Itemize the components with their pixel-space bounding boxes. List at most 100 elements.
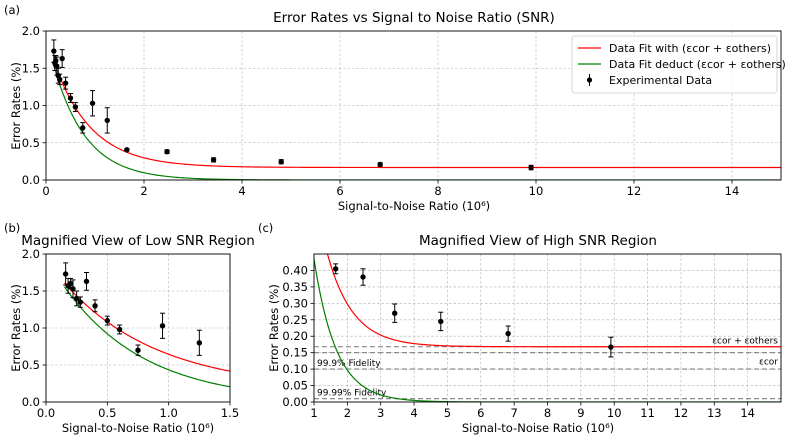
panel-c-xtick-label: 12 [674, 406, 689, 420]
panel-c-xtick-label: 5 [444, 406, 451, 420]
panel-a-ytick-label: 2.0 [22, 24, 40, 38]
panel-b-grid [45, 253, 231, 403]
panel-a-xlabel: Signal-to-Noise Ratio (10⁶) [338, 199, 490, 213]
panel-c-curves [314, 254, 781, 402]
data-point-marker [57, 76, 63, 83]
panel-a-ytick-label: 0.0 [22, 173, 40, 187]
panel-c-letter: (c) [258, 221, 273, 235]
data-point-marker [53, 58, 59, 64]
legend-label-fit-deduct: Data Fit deduct (εcor + εothers) [609, 58, 786, 71]
data-point-marker [104, 317, 111, 324]
panel-c-ytick-label: 0.10 [282, 362, 308, 376]
panel-c-ytick-label: 0.15 [282, 346, 308, 360]
panel-c-reference-label: 99.99% Fidelity [317, 389, 387, 399]
data-point-marker [67, 95, 74, 101]
panel-a-ylabel: Error Rates (%) [9, 62, 23, 150]
data-point-marker [196, 340, 203, 346]
panel-c-reference-label: 99.9% Fidelity [317, 359, 381, 369]
panel-c-title: Magnified View of High SNR Region [419, 233, 657, 249]
data-point [104, 107, 110, 134]
panel-c-ytick-label: 0.05 [282, 379, 308, 393]
panel-a-xtick-label: 6 [336, 184, 343, 198]
panel-b-curves [63, 282, 230, 388]
data-point [505, 325, 511, 342]
panel-a-xtick-label: 2 [140, 184, 147, 198]
data-point [159, 312, 166, 339]
data-point [164, 148, 170, 155]
panel-c-xtick-label: 8 [544, 406, 551, 420]
panel-b-xtick-label: 0.0 [37, 406, 55, 420]
data-point-marker [62, 80, 69, 86]
panel-b-xtick-label: 1.0 [160, 406, 178, 420]
data-point-marker [83, 278, 90, 285]
panel-b-xlabel: Signal-to-Noise Ratio (10⁶) [62, 421, 214, 435]
data-point [70, 279, 76, 299]
data-point [135, 344, 141, 356]
data-point [92, 299, 98, 313]
data-point-marker [77, 299, 84, 305]
data-point-marker [62, 271, 69, 277]
panel-c: (c) Magnified View of High SNR Region εc… [258, 221, 782, 435]
panel-c-grid [313, 254, 781, 403]
panel-b-ylabel: Error Rates (%) [9, 284, 23, 372]
data-point [438, 311, 444, 332]
panel-a-letter: (a) [4, 3, 20, 17]
panel-c-points [332, 263, 614, 358]
legend-box [571, 35, 778, 94]
panel-b-points [62, 262, 203, 356]
legend-label-fit-with: Data Fit with (εcor + εothers) [609, 42, 771, 55]
data-point [278, 159, 284, 165]
panel-c-ytick-label: 0.00 [282, 395, 308, 409]
panel-c-xtick-label: 13 [707, 406, 722, 420]
panel-c-ylabel: Error Rates (%) [267, 284, 281, 372]
data-point [210, 157, 217, 163]
panel-a-ytick-label: 1.0 [22, 99, 40, 113]
data-point-marker [54, 63, 60, 69]
data-point-marker [332, 266, 339, 272]
panel-a-points [51, 39, 534, 171]
data-point [57, 73, 63, 86]
data-point-marker [392, 310, 398, 316]
panel-b: (b) Magnified View of Low SNR Region 0.0… [4, 221, 255, 435]
panel-c-xtick-label: 2 [344, 406, 351, 420]
panel-c-yticks: 0.00 0.05 0.10 0.15 0.20 0.25 0.30 0.35 0.40 [282, 263, 314, 409]
data-point [67, 93, 74, 104]
data-point-marker [438, 318, 444, 325]
data-point [72, 102, 79, 112]
panel-a-xtick-label: 4 [238, 184, 245, 198]
panel-a-title: Error Rates vs Signal to Noise Ratio (SN… [273, 10, 555, 26]
panel-c-ytick-label: 0.40 [282, 263, 308, 277]
panel-c-reference-label: εcor + εothers [712, 337, 778, 347]
panel-c-ytick-label: 0.20 [282, 329, 308, 343]
data-point-marker [116, 326, 123, 333]
panel-c-xtick-label: 10 [607, 406, 622, 420]
panel-a-xtick-label: 14 [725, 184, 740, 198]
data-point [608, 336, 614, 358]
data-point-marker [92, 303, 98, 309]
panel-a-fit-deduct-curve [52, 63, 781, 180]
panel-a-curves [52, 60, 781, 180]
data-point-marker [164, 148, 170, 155]
panel-c-xticks: 1 2 3 4 5 6 7 8 9 10 11 12 13 14 [310, 402, 755, 420]
panel-c-fit-with-curve [326, 254, 781, 348]
data-point [77, 296, 84, 308]
panel-c-ytick-label: 0.30 [282, 296, 308, 310]
data-point-marker [505, 330, 511, 337]
data-point-marker [104, 117, 110, 124]
panel-c-xtick-label: 1 [310, 406, 317, 420]
panel-b-xticks: 0.0 0.5 1.0 1.5 [37, 402, 239, 420]
panel-c-xtick-label: 6 [477, 406, 484, 420]
panel-a-xtick-label: 8 [434, 184, 441, 198]
panel-c-xtick-label: 4 [410, 406, 417, 420]
panel-a-xtick-label: 10 [529, 184, 544, 198]
panel-a: (a) Error Rates vs Signal to Noise Ratio… [4, 3, 786, 213]
data-point-marker [608, 344, 614, 350]
data-point [360, 268, 366, 286]
panel-c-xlabel: Signal-to-Noise Ratio (10⁶) [462, 421, 614, 435]
panel-a-ytick-label: 1.5 [22, 61, 40, 75]
panel-b-title: Magnified View of Low SNR Region [21, 233, 255, 249]
data-point [196, 329, 203, 356]
panel-a-xticks: 0 2 4 6 8 10 12 14 [42, 180, 739, 198]
panel-b-ytick-label: 0.5 [22, 358, 40, 372]
